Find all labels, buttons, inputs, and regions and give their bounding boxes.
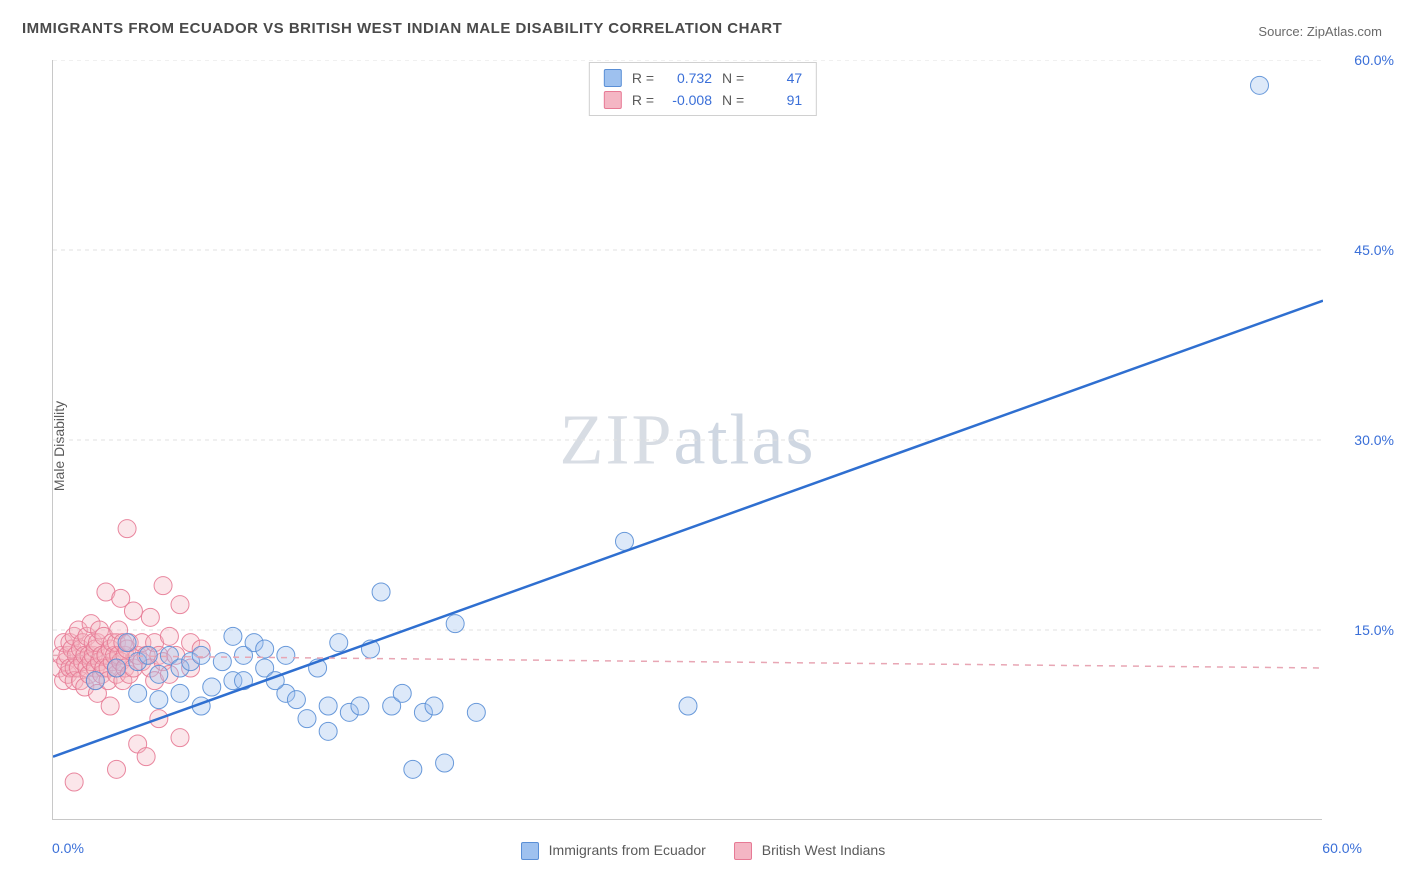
stats-n-bwi: 91 [754,89,802,111]
stats-box: R = 0.732 N = 47 R = -0.008 N = 91 [589,62,817,116]
stats-r-label: R = [632,67,654,89]
scatter-svg [53,60,1323,820]
correlation-chart: IMMIGRANTS FROM ECUADOR VS BRITISH WEST … [0,0,1406,892]
series-legend: Immigrants from Ecuador British West Ind… [0,842,1406,860]
stats-swatch-ecuador [604,69,622,87]
legend-label-bwi: British West Indians [762,842,885,858]
stats-row-bwi: R = -0.008 N = 91 [604,89,802,111]
stats-r-label-2: R = [632,89,654,111]
y-tick-label: 45.0% [1354,242,1394,258]
y-tick-label: 30.0% [1354,432,1394,448]
legend-item-bwi: British West Indians [734,842,885,860]
y-tick-label: 15.0% [1354,622,1394,638]
source-attribution: Source: ZipAtlas.com [1258,24,1382,39]
stats-n-label-2: N = [722,89,744,111]
stats-n-ecuador: 47 [754,67,802,89]
stats-r-ecuador: 0.732 [664,67,712,89]
legend-label-ecuador: Immigrants from Ecuador [549,842,706,858]
source-label: Source: [1258,24,1303,39]
source-value: ZipAtlas.com [1307,24,1382,39]
stats-row-ecuador: R = 0.732 N = 47 [604,67,802,89]
legend-swatch-ecuador [521,842,539,860]
chart-title: IMMIGRANTS FROM ECUADOR VS BRITISH WEST … [22,20,782,37]
plot-area: ZIPatlas [52,60,1322,820]
stats-r-bwi: -0.008 [664,89,712,111]
legend-swatch-bwi [734,842,752,860]
stats-swatch-bwi [604,91,622,109]
y-tick-label: 60.0% [1354,52,1394,68]
stats-n-label: N = [722,67,744,89]
legend-item-ecuador: Immigrants from Ecuador [521,842,706,860]
